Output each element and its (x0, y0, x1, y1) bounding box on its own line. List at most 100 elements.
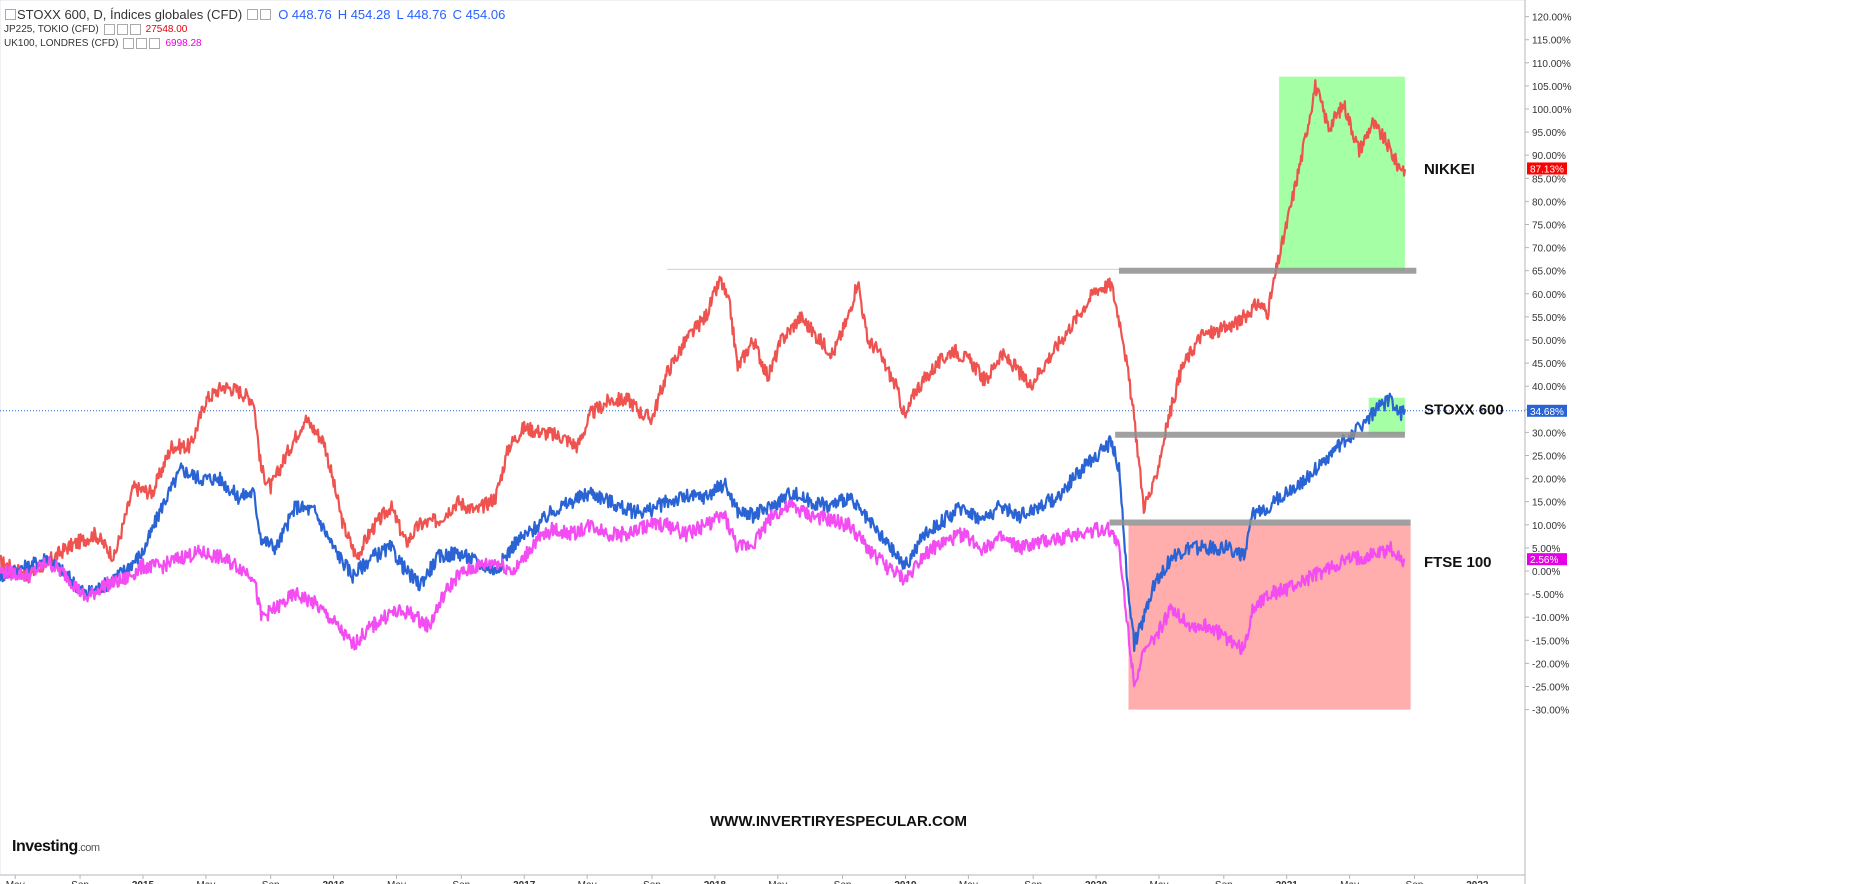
x-tick-label: 2015 (132, 880, 155, 884)
eye-icon[interactable] (123, 37, 135, 49)
last-value-text-2: 2.56% (1530, 555, 1558, 566)
y-tick-label: 25.00% (1532, 452, 1566, 463)
x-tick-label: May (1340, 880, 1359, 884)
x-tick-label: 2017 (513, 880, 536, 884)
collapse-icon[interactable] (5, 8, 16, 20)
y-tick-label: 65.00% (1532, 267, 1566, 278)
x-tick-label: May (6, 880, 25, 884)
x-tick-label: May (1150, 880, 1169, 884)
y-tick-label: 60.00% (1532, 290, 1566, 301)
y-tick-label: -20.00% (1532, 659, 1569, 670)
last-value-badge-0 (1527, 162, 1567, 175)
last-value-text-0: 87.13% (1530, 164, 1564, 175)
last-value-text-1: 34.68% (1530, 407, 1564, 418)
x-tick-label: 2016 (322, 880, 345, 884)
y-tick-label: 50.00% (1532, 336, 1566, 347)
y-tick-label: 120.00% (1532, 13, 1572, 24)
y-tick-label: -30.00% (1532, 706, 1569, 717)
last-value-labels: 87.13% 34.68% 2.56% (1527, 162, 1567, 566)
legend-compare-jp225: JP225, TOKIO (CFD) 27548.00 (4, 22, 505, 36)
x-tick-label: Sep (1215, 880, 1233, 884)
y-tick-label: 10.00% (1532, 521, 1566, 532)
open-value: O 448.76 (278, 6, 332, 22)
x-tick-label: Sep (1406, 880, 1424, 884)
high-value: H 454.28 (337, 6, 391, 22)
y-tick-label: 75.00% (1532, 221, 1566, 232)
x-tick-label: 2022 (1466, 880, 1489, 884)
annotation-labels: NIKKEI STOXX 600 FTSE 100 WWW.INVERTIRYESPE… (710, 161, 1504, 830)
y-tick-label: -15.00% (1532, 636, 1569, 647)
close-value: C 454.06 (452, 6, 506, 22)
y-tick-label: 85.00% (1532, 174, 1566, 185)
y-tick-label: 105.00% (1532, 82, 1572, 93)
y-axis: 120.00% 115.00% 110.00% 105.00% 100.00% 95.00… (1525, 13, 1572, 717)
brand-suffix: .com (77, 842, 100, 854)
y-tick-label: -10.00% (1532, 613, 1569, 624)
chart-legend: STOXX 600, D, Índices globales (CFD) O 4… (4, 6, 505, 50)
x-tick-label: May (578, 880, 597, 884)
series-line-stoxx-600 (0, 392, 1406, 652)
annotation-label-0: NIKKEI (1424, 161, 1475, 178)
watermark-text: WWW.INVERTIRYESPECULAR.COM (710, 813, 967, 830)
y-tick-label: -25.00% (1532, 683, 1569, 694)
eye-icon[interactable] (103, 23, 115, 35)
last-value-badge-1 (1527, 404, 1567, 417)
y-tick-label: 5.00% (1532, 544, 1560, 555)
highlight-box-2 (1128, 524, 1411, 710)
x-tick-label: Sep (452, 880, 470, 884)
highlight-boxes (1128, 76, 1411, 710)
y-tick-label: 55.00% (1532, 313, 1566, 324)
y-tick-label: -5.00% (1532, 590, 1564, 601)
y-tick-label: 110.00% (1532, 59, 1571, 70)
x-tick-label: May (768, 880, 787, 884)
compare-value-jp225: 27548.00 (145, 23, 188, 35)
x-tick-label: May (959, 880, 978, 884)
brand-logo: Investing.com (12, 838, 100, 856)
y-tick-label: 40.00% (1532, 382, 1566, 393)
brand-name: Investing (12, 838, 78, 855)
y-tick-label: 90.00% (1532, 151, 1566, 162)
y-tick-label: 100.00% (1532, 105, 1572, 116)
series-line-nikkei (0, 79, 1406, 584)
x-tick-label: Sep (643, 880, 661, 884)
y-tick-label: 0.00% (1532, 567, 1560, 578)
grid (0, 0, 1526, 884)
x-tick-label: May (196, 880, 215, 884)
x-tick-label: Sep (834, 880, 852, 884)
series-line-ftse-100 (0, 499, 1406, 688)
y-tick-label: 80.00% (1532, 197, 1566, 208)
y-tick-label: 30.00% (1532, 428, 1566, 439)
annotation-label-1: STOXX 600 (1424, 401, 1504, 418)
settings-icon[interactable] (116, 23, 128, 35)
compare-value-uk100: 6998.28 (165, 37, 202, 49)
x-tick-label: Sep (262, 880, 280, 884)
low-value: L 448.76 (396, 6, 447, 22)
last-value-badge-2 (1527, 553, 1567, 566)
settings-icon[interactable] (136, 37, 148, 49)
close-icon[interactable] (149, 37, 161, 49)
series-lines (0, 79, 1406, 688)
compare-label-jp225[interactable]: JP225, TOKIO (CFD) (4, 23, 99, 35)
level-lines (1109, 267, 1417, 526)
settings-icon[interactable] (247, 8, 259, 20)
y-tick-label: 95.00% (1532, 128, 1566, 139)
y-tick-label: 20.00% (1532, 475, 1566, 486)
hide-icon[interactable] (260, 8, 272, 20)
x-tick-label: 2021 (1276, 880, 1299, 884)
y-tick-label: 70.00% (1532, 244, 1566, 255)
x-axis: May Sep 2015 May Sep 2016 May Sep 2017 May Sep 2018… (6, 875, 1489, 884)
y-tick-label: 115.00% (1532, 36, 1571, 47)
x-tick-label: 2020 (1085, 880, 1108, 884)
annotation-label-2: FTSE 100 (1424, 554, 1492, 571)
y-tick-label: 15.00% (1532, 498, 1566, 509)
legend-main: STOXX 600, D, Índices globales (CFD) O 4… (4, 6, 505, 22)
x-tick-label: Sep (1024, 880, 1042, 884)
x-tick-label: May (387, 880, 406, 884)
compare-label-uk100[interactable]: UK100, LONDRES (CFD) (4, 37, 119, 49)
x-tick-label: Sep (71, 880, 89, 884)
x-tick-label: 2018 (704, 880, 727, 884)
x-tick-label: 2019 (894, 880, 917, 884)
main-symbol-title[interactable]: STOXX 600, D, Índices globales (CFD) (17, 6, 243, 22)
close-icon[interactable] (129, 23, 141, 35)
